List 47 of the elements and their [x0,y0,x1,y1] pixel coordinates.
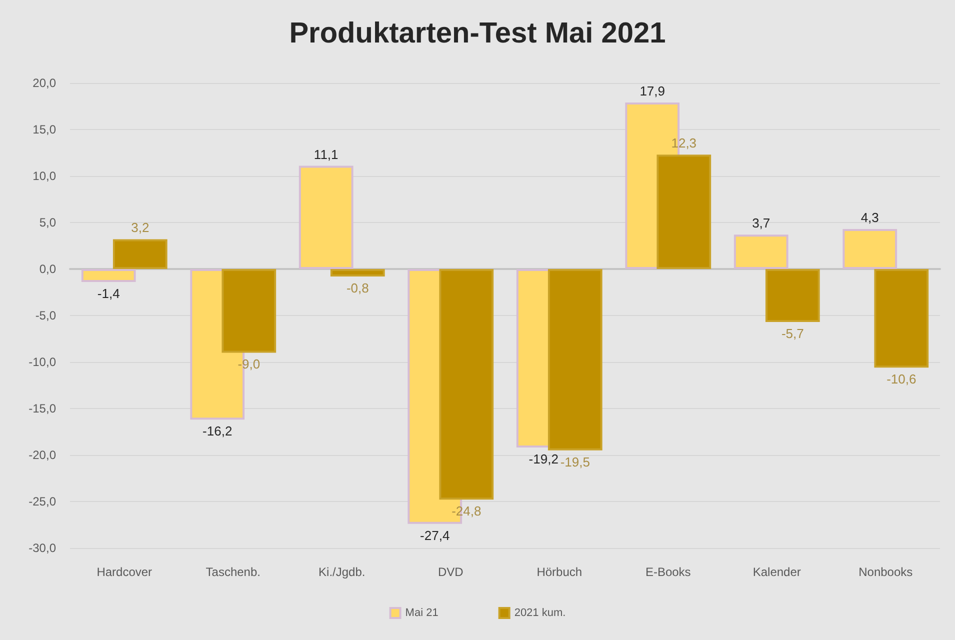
legend-label: Mai 21 [405,607,438,619]
data-label: 11,1 [314,146,338,162]
y-tick-label: -25,0 [28,494,56,508]
data-label: 3,7 [752,216,770,231]
bar [734,234,788,269]
x-tick-label: Hörbuch [536,565,582,579]
bar [656,154,712,269]
legend-label: 2021 kum. [514,607,566,619]
bar [842,229,898,269]
x-tick-label: Hardcover [96,565,152,579]
x-tick-label: Kalender [752,565,801,579]
x-tick-label: Nonbooks [858,565,913,579]
data-label: -5,7 [781,326,804,342]
data-label: 17,9 [640,84,666,99]
data-label: -27,4 [420,528,450,543]
y-tick-label: -15,0 [28,402,56,416]
x-tick-label: E-Books [645,565,691,579]
chart-title: Produktarten-Test Mai 2021 [289,18,666,50]
y-tick-label: 20,0 [32,76,56,90]
y-tick-label: 0,0 [39,262,56,276]
y-tick-label: 5,0 [39,216,56,230]
bar [874,269,929,368]
data-label: -19,2 [528,452,558,467]
y-tick-label: -10,0 [28,355,56,369]
y-tick-label: -30,0 [28,541,56,555]
x-tick-label: Taschenb. [206,565,260,579]
bar [765,269,820,322]
data-label: -16,2 [202,424,232,439]
bar [298,166,354,269]
data-label: -0,8 [346,280,369,296]
data-label: -19,5 [560,454,590,470]
y-tick-label: -5,0 [35,308,56,322]
y-tick-label: -20,0 [28,448,56,462]
y-tick-label: 10,0 [32,169,56,183]
data-label: 4,3 [860,210,879,226]
y-tick-label: 15,0 [32,122,56,136]
bar [81,269,136,282]
x-tick-label: Ki./Jgdb. [318,565,366,579]
data-label: -10,6 [886,372,916,387]
bar [439,269,494,500]
bar [112,239,168,269]
x-tick-label: DVD [438,565,464,579]
bar [548,269,602,450]
data-label: 3,2 [131,220,150,236]
bar [330,269,385,276]
data-label: -1,4 [97,286,120,302]
bar [222,269,276,353]
